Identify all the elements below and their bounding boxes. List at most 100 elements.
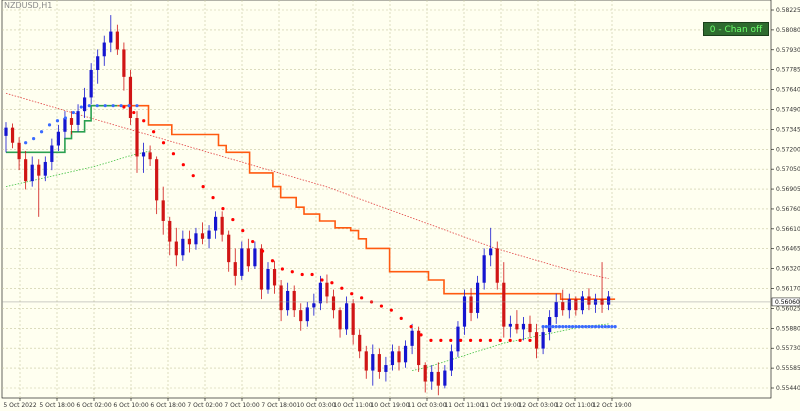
trail-dot-red	[330, 281, 334, 285]
trail-dot-red	[508, 338, 512, 342]
candle-body	[574, 299, 578, 311]
candle-body	[443, 370, 447, 386]
trail-dot-blue-right	[600, 325, 604, 329]
x-tick-label: 5 Oct 2022	[3, 402, 36, 409]
candle-body	[338, 310, 342, 330]
candle-body	[495, 248, 499, 283]
candle-body	[187, 238, 191, 245]
candle-body	[554, 301, 558, 318]
y-tick-label: 0.56320	[776, 266, 800, 273]
trail-dot-red	[270, 259, 275, 263]
trail-dot-red	[300, 272, 304, 277]
trail-dot-blue-right	[580, 325, 585, 329]
ma-green-line	[5, 150, 151, 187]
channel-orange-line	[117, 104, 616, 301]
trend-green-line	[6, 104, 118, 154]
trail-dot-blue-right	[554, 325, 558, 329]
trail-dot-red	[191, 174, 195, 178]
candle-body	[534, 332, 539, 349]
candle-body	[148, 152, 152, 160]
candle-body	[345, 303, 349, 330]
trail-dot-blue-right	[587, 325, 591, 329]
trail-dot-red	[201, 185, 205, 189]
trail-dot-blue	[24, 141, 28, 145]
candle-body	[240, 248, 244, 276]
candle-body	[50, 145, 54, 162]
x-tick-label: 12 Oct 19:00	[592, 402, 631, 409]
candle-body	[266, 268, 270, 290]
y-tick-label: 0.56465	[776, 246, 800, 253]
trail-dot-red	[181, 163, 185, 167]
candle-body	[528, 323, 532, 333]
trail-dot-blue-right	[557, 325, 562, 329]
x-tick-label: 7 Oct 02:00	[187, 402, 222, 409]
candle-body	[89, 69, 93, 98]
x-tick-label: 11 Oct 11:00	[444, 402, 483, 409]
trail-dot-red	[379, 304, 384, 308]
trail-dot-blue-right	[541, 325, 545, 329]
trail-dot-red	[132, 110, 136, 115]
y-tick-label: 0.57785	[776, 67, 800, 74]
x-tick-label: 10 Oct 03:00	[296, 402, 335, 409]
candle-body	[30, 164, 34, 182]
candle-body	[246, 248, 250, 267]
trail-dot-blue-right	[603, 325, 607, 329]
trail-dot-blue-right	[574, 325, 578, 329]
trail-dot-blue-right	[561, 325, 565, 329]
trail-dot-red	[409, 325, 413, 329]
trail-dot-blue-right	[567, 325, 571, 329]
candle-body	[24, 159, 28, 182]
candle-body	[423, 365, 427, 382]
trail-dot-red	[360, 296, 364, 300]
trail-dot-blue-right	[544, 325, 548, 329]
candle-body	[305, 307, 309, 322]
trail-dot-red	[161, 141, 166, 145]
x-tick-label: 10 Oct 11:00	[333, 402, 372, 409]
trail-dot-blue	[79, 105, 83, 109]
x-tick-label: 6 Oct 18:00	[150, 402, 185, 409]
candle-body	[122, 49, 126, 77]
trail-dot-blue-right	[548, 325, 552, 329]
trail-dot-red	[241, 228, 245, 233]
y-tick-label: 0.57930	[776, 47, 800, 54]
y-tick-label: 0.57345	[776, 126, 800, 133]
trail-dot-red	[439, 338, 443, 342]
candle-body	[462, 296, 467, 327]
y-tick-label: 0.56760	[776, 206, 800, 213]
candle-body	[567, 299, 571, 311]
trail-dot-red	[290, 270, 294, 274]
candle-body	[109, 31, 113, 43]
candle-body	[312, 303, 316, 308]
x-tick-label: 11 Oct 19:00	[481, 402, 520, 409]
x-tick-label: 6 Oct 10:00	[113, 402, 148, 409]
trail-dot-red	[419, 333, 423, 337]
y-tick-label: 0.56025	[776, 305, 800, 312]
chan-off-button[interactable]: 0 - Chan off	[703, 22, 769, 36]
trail-dot-blue	[111, 104, 115, 108]
trail-dot-blue-right	[607, 325, 611, 329]
trail-dot-red	[399, 316, 403, 320]
candle-body	[220, 216, 224, 235]
trailing-stops	[24, 104, 617, 342]
trail-dot-red	[528, 338, 532, 342]
trail-dot-red	[468, 338, 473, 342]
candle-body	[469, 296, 473, 313]
trail-dot-blue	[63, 116, 68, 120]
candle-body	[259, 248, 264, 290]
trail-dot-blue	[103, 104, 107, 108]
x-tick-label: 7 Oct 18:00	[261, 402, 296, 409]
candle-body	[194, 233, 198, 245]
x-tick-label: 12 Oct 03:00	[518, 402, 557, 409]
candle-body	[436, 371, 440, 386]
candles	[4, 15, 611, 396]
candle-body	[403, 345, 408, 363]
candle-body	[561, 301, 565, 311]
candle-body	[181, 238, 185, 256]
x-tick-label: 11 Oct 03:00	[407, 402, 446, 409]
trail-dot-blue-right	[593, 325, 598, 329]
candle-body	[607, 296, 611, 305]
y-tick-label: 0.55880	[776, 325, 800, 332]
candle-body	[286, 290, 290, 311]
